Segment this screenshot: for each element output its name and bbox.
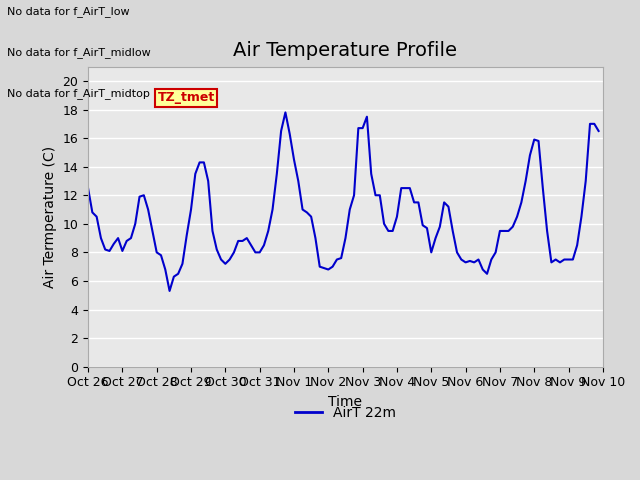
Title: Air Temperature Profile: Air Temperature Profile bbox=[234, 41, 458, 60]
Text: No data for f_AirT_low: No data for f_AirT_low bbox=[7, 6, 129, 17]
Y-axis label: Air Termperature (C): Air Termperature (C) bbox=[43, 145, 57, 288]
Text: TZ_tmet: TZ_tmet bbox=[157, 91, 215, 104]
Legend: AirT 22m: AirT 22m bbox=[289, 400, 402, 426]
Text: No data for f_AirT_midtop: No data for f_AirT_midtop bbox=[7, 88, 150, 99]
X-axis label: Time: Time bbox=[328, 395, 362, 409]
Text: No data for f_AirT_midlow: No data for f_AirT_midlow bbox=[7, 47, 150, 58]
